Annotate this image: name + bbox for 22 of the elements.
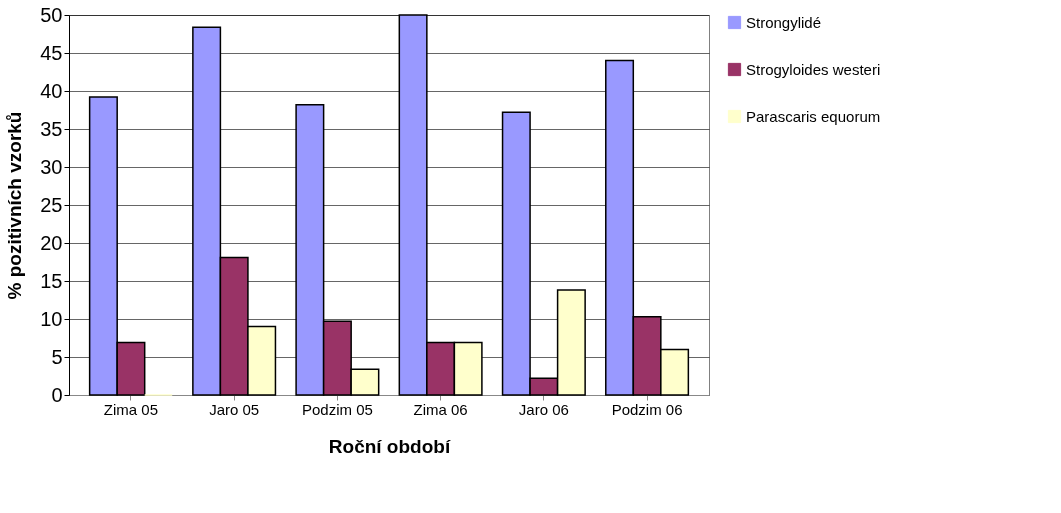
y-tick-label: 5 (51, 345, 63, 368)
y-tick-label: 35 (40, 117, 63, 140)
y-tick-label: 0 (51, 383, 63, 406)
y-tick-label: 50 (40, 3, 63, 26)
x-tick-label: Zima 05 (103, 400, 159, 418)
y-axis-title: % pozitivních vzorků (4, 111, 26, 300)
y-tick-label: 10 (40, 307, 63, 330)
legend-label: Parascaris equorum (746, 107, 881, 125)
y-tick-label: 30 (40, 155, 63, 178)
legend-label: Strogyloides westeri (746, 60, 881, 78)
legend-label: Strongylidé (746, 13, 822, 31)
x-tick-label: Podzim 06 (611, 400, 683, 418)
y-tick-label: 20 (40, 231, 63, 254)
x-tick-label: Zima 06 (413, 400, 468, 418)
y-tick-label: 25 (40, 193, 63, 216)
x-tick-label: Jaro 05 (209, 400, 260, 418)
x-tick-label: Podzim 05 (301, 400, 373, 418)
x-axis-title: Roční období (328, 435, 451, 457)
y-tick-label: 15 (40, 269, 63, 292)
x-tick-label: Jaro 06 (518, 400, 569, 418)
y-tick-label: 40 (40, 79, 63, 102)
y-tick-label: 45 (40, 41, 63, 64)
